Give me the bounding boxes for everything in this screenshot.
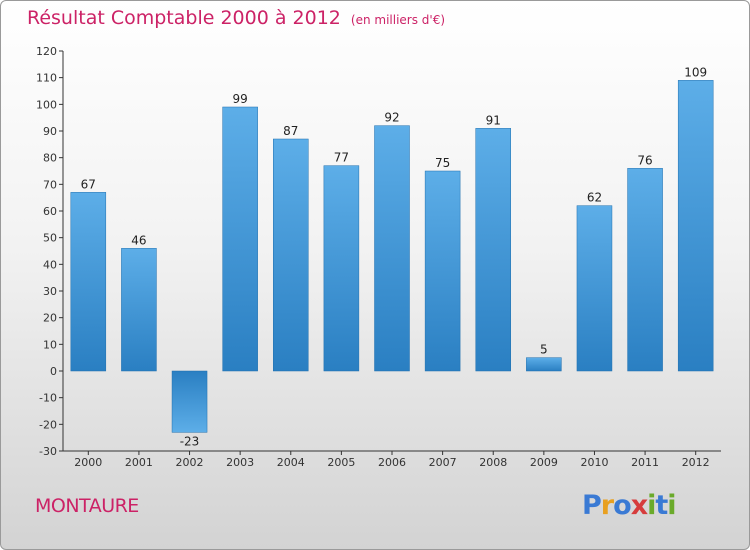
bar-2003	[222, 106, 258, 372]
chart-title-main: Résultat Comptable 2000 à 2012	[27, 7, 341, 29]
logo-letter: r	[600, 490, 614, 521]
y-tick-label: 110	[36, 72, 57, 85]
bar-2010	[576, 205, 613, 372]
commune-name: MONTAURE	[35, 495, 139, 517]
logo-letter: t	[655, 490, 668, 521]
bar-2007	[424, 170, 461, 372]
data-label-2003: 99	[233, 92, 248, 106]
bar-2001	[121, 248, 157, 372]
x-tick-label: 2000	[74, 456, 102, 469]
y-tick-label: 100	[36, 98, 57, 111]
chart-title-unit: (en milliers d'€)	[350, 13, 446, 27]
data-label-2004: 87	[283, 124, 298, 138]
bar-2002	[171, 370, 208, 433]
data-label-2009: 5	[540, 343, 548, 357]
y-tick-label: 80	[43, 152, 57, 165]
bar-2006	[374, 125, 410, 372]
y-tick-label: -10	[39, 392, 57, 405]
x-tick-label: 2002	[176, 456, 204, 469]
bar-2004	[273, 138, 309, 372]
bar-2011	[627, 168, 663, 372]
data-label-2008: 91	[486, 113, 501, 127]
logo-letter: i	[647, 490, 656, 521]
logo-letter: x	[630, 490, 648, 521]
data-label-2007: 75	[435, 156, 450, 170]
y-tick-label: 20	[43, 312, 57, 325]
x-tick-label: 2005	[327, 456, 355, 469]
data-label-2012: 109	[684, 65, 707, 79]
bar-2008	[475, 128, 511, 372]
x-tick-label: 2001	[125, 456, 153, 469]
y-tick-label: 50	[43, 232, 57, 245]
x-tick-label: 2009	[530, 456, 558, 469]
x-tick-label: 2010	[580, 456, 608, 469]
data-label-2002: -23	[180, 434, 200, 448]
x-tick-label: 2007	[429, 456, 457, 469]
y-tick-label: 70	[43, 178, 57, 191]
y-tick-label: -30	[39, 445, 57, 458]
y-tick-label: 60	[43, 205, 57, 218]
chart-title: Résultat Comptable 2000 à 2012 (en millie…	[27, 7, 445, 29]
x-tick-label: 2012	[682, 456, 710, 469]
data-label-2000: 67	[81, 177, 96, 191]
bar-2005	[323, 165, 360, 372]
x-tick-label: 2006	[378, 456, 406, 469]
logo-letter: i	[667, 490, 676, 521]
data-label-2001: 46	[131, 233, 146, 247]
y-tick-label: 120	[36, 45, 57, 58]
y-tick-label: 0	[50, 365, 57, 378]
y-tick-label: -20	[39, 418, 57, 431]
y-tick-label: 30	[43, 285, 57, 298]
bar-2000	[70, 192, 107, 372]
data-label-2006: 92	[384, 111, 399, 125]
x-tick-label: 2003	[226, 456, 254, 469]
data-label-2005: 77	[334, 151, 349, 165]
logo-letter: P	[582, 490, 602, 521]
data-label-2010: 62	[587, 191, 602, 205]
proxiti-logo: Proxiti	[582, 490, 677, 521]
y-tick-label: 90	[43, 125, 57, 138]
x-tick-label: 2004	[277, 456, 305, 469]
bar-2009	[526, 357, 562, 372]
bar-2012	[677, 80, 714, 372]
y-tick-label: 40	[43, 258, 57, 271]
y-tick-label: 10	[43, 338, 57, 351]
x-tick-label: 2008	[479, 456, 507, 469]
data-label-2011: 76	[637, 153, 652, 167]
x-tick-label: 2011	[631, 456, 659, 469]
logo-letter: o	[613, 490, 632, 521]
